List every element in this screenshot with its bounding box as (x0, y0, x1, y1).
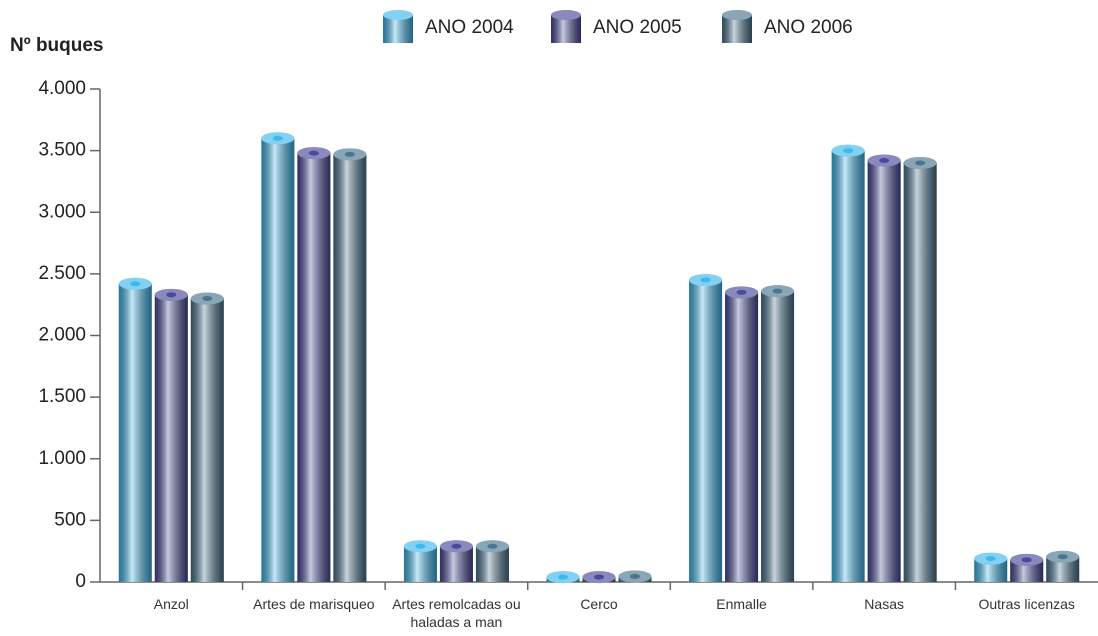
bar-top-center (166, 292, 177, 298)
x-tick-label: Cerco (580, 596, 618, 612)
legend-swatch-top-hl (551, 10, 581, 20)
bar-top-center (1021, 557, 1032, 563)
bar-top-center (272, 135, 283, 141)
y-tick-label: 4.000 (38, 78, 86, 99)
bar-top-center (594, 574, 604, 580)
bar-shine (190, 298, 224, 582)
bar-top-center (344, 151, 355, 157)
bar-shine (297, 153, 331, 582)
bar-top-center (630, 573, 640, 579)
y-axis-title: Nº buques (10, 35, 104, 56)
bar-top-center (1057, 554, 1068, 560)
legend-label: ANO 2006 (764, 17, 853, 38)
legend-swatch-top-hl (383, 10, 413, 20)
bar-top-center (487, 543, 498, 549)
bar-shine (761, 291, 795, 582)
bar-shine (974, 558, 1008, 582)
y-tick-label: 2.500 (38, 263, 86, 284)
legend-label: ANO 2005 (593, 17, 682, 38)
y-tick-label: 2.000 (38, 325, 86, 346)
x-tick-label: Nasas (864, 596, 904, 612)
x-tick-label: Outras licenzas (978, 596, 1075, 612)
bar-shine (261, 138, 295, 583)
legend-label: ANO 2004 (425, 17, 514, 38)
y-tick-label: 500 (54, 509, 86, 530)
bar-top-center (985, 556, 996, 562)
bar-top-center (772, 288, 783, 294)
bar-top-center (130, 281, 141, 287)
legend-swatch-top (551, 10, 581, 20)
bar-top-center (843, 148, 854, 154)
bar-shine (903, 162, 937, 582)
y-tick-label: 0 (75, 571, 86, 592)
bar-top-center (879, 157, 890, 163)
bar-shine (689, 280, 723, 582)
legend-swatch-top (383, 10, 413, 20)
bar-top-center (451, 543, 462, 549)
bar-top-center (202, 296, 213, 302)
bar-shine (725, 292, 759, 582)
legend-swatch-top (722, 10, 752, 20)
bar-top-center (558, 574, 568, 580)
bar-top-center (308, 150, 319, 156)
bar-top-center (415, 543, 426, 549)
bar-top-center (700, 277, 711, 283)
y-tick-label: 1.500 (38, 386, 86, 407)
bar-top-center (915, 160, 926, 166)
x-tick-label: Enmalle (716, 596, 767, 612)
bar-shine (118, 283, 152, 582)
bar-shine (333, 154, 367, 582)
legend-swatch-top-hl (722, 10, 752, 20)
y-tick-label: 3.500 (38, 140, 86, 161)
y-tick-label: 1.000 (38, 448, 86, 469)
x-tick-label: Anzol (153, 596, 189, 612)
bar-shine (1010, 559, 1044, 582)
x-tick-label: Artes de marisqueo (253, 596, 375, 612)
y-tick-label: 3.000 (38, 201, 86, 222)
bar-shine (867, 160, 901, 583)
bar-shine (154, 294, 188, 582)
bar-top-center (736, 289, 747, 295)
x-tick-label: Artes remolcadas ou haladas a man (392, 596, 521, 630)
bar-shine (831, 150, 865, 582)
